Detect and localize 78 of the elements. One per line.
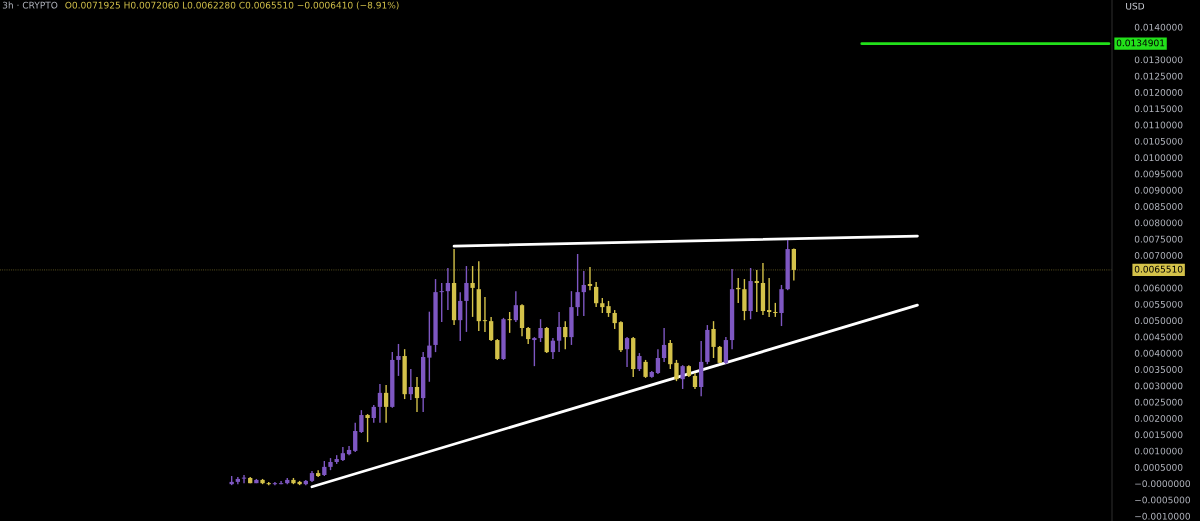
candlestick bbox=[680, 364, 685, 390]
y-tick-label: −0.0005000 bbox=[1135, 496, 1191, 504]
candlestick bbox=[464, 265, 469, 333]
data-label: 0.0134901 bbox=[1116, 39, 1165, 47]
candlestick bbox=[241, 474, 247, 484]
y-tick-label: 0.0125000 bbox=[1134, 72, 1183, 80]
y-tick-label: 0.0020000 bbox=[1134, 415, 1183, 422]
chart-title: 3h · CRYPTO bbox=[2, 1, 58, 9]
candlestick bbox=[754, 269, 759, 313]
candlestick bbox=[383, 384, 389, 424]
candlestick bbox=[563, 320, 568, 350]
candlestick bbox=[408, 368, 413, 401]
y-tick-label: 0.0010000 bbox=[1134, 447, 1183, 455]
candlestick bbox=[612, 309, 617, 330]
candlestick bbox=[723, 336, 729, 365]
candlestick bbox=[519, 303, 525, 337]
y-tick-label: 0.0025000 bbox=[1134, 398, 1183, 406]
y-tick-label: 0.0080000 bbox=[1134, 219, 1183, 227]
candlestick bbox=[513, 290, 519, 323]
candlestick bbox=[581, 270, 586, 317]
candlestick bbox=[353, 422, 358, 453]
y-tick-label: 0.0105000 bbox=[1134, 137, 1183, 145]
candlestick bbox=[587, 266, 593, 291]
candlestick bbox=[624, 336, 630, 368]
y-tick-label: 0.0130000 bbox=[1134, 56, 1183, 64]
y-tick-label: 0.0035000 bbox=[1134, 366, 1183, 373]
candlestick bbox=[711, 320, 716, 359]
candlestick bbox=[414, 376, 420, 413]
candlestick bbox=[377, 383, 383, 424]
candlestick bbox=[532, 336, 537, 367]
candlestick bbox=[742, 278, 747, 321]
y-tick-label: 0.0120000 bbox=[1134, 89, 1183, 96]
y-tick-label: 0.0095000 bbox=[1134, 170, 1183, 178]
chart-subtitle: O0.0071925 H0.0072060 L0.0062280 C0.0065510 −0.0006410 (−8.91%) bbox=[65, 1, 399, 10]
candlestick bbox=[791, 247, 797, 282]
candlestick bbox=[470, 265, 475, 318]
candlestick bbox=[458, 291, 463, 342]
candlestick bbox=[427, 310, 432, 383]
candlestick bbox=[538, 318, 543, 343]
candlestick bbox=[674, 359, 679, 382]
y-tick-label: 0.0110000 bbox=[1134, 121, 1183, 129]
y-tick-label: 0.0085000 bbox=[1134, 203, 1183, 210]
y-tick-label: 0.0055000 bbox=[1134, 300, 1183, 308]
candlestick bbox=[668, 339, 673, 370]
candlestick bbox=[556, 311, 562, 353]
y-tick-label: −0.0000000 bbox=[1135, 480, 1191, 488]
y-tick-label: 0.0075000 bbox=[1134, 235, 1183, 243]
candlestick bbox=[488, 316, 494, 342]
y-tick-label: 0.0100000 bbox=[1134, 154, 1183, 162]
y-tick-label: 0.0030000 bbox=[1134, 382, 1183, 390]
candlestick bbox=[396, 343, 401, 377]
candlestick bbox=[359, 409, 364, 434]
y-tick-label: 0.0005000 bbox=[1134, 463, 1183, 471]
y-axis-title: USD bbox=[1126, 2, 1145, 10]
candlestick bbox=[550, 337, 556, 360]
ref-line-label: 0.0065510 bbox=[1134, 265, 1183, 273]
candlestick bbox=[779, 284, 784, 327]
candlestick bbox=[661, 327, 667, 363]
y-tick-label: 0.0140000 bbox=[1134, 23, 1183, 31]
candlestick bbox=[575, 253, 580, 317]
candlestick bbox=[445, 267, 451, 311]
candlestick bbox=[655, 348, 661, 375]
y-tick-label: 0.0015000 bbox=[1134, 431, 1183, 439]
candlestick bbox=[439, 282, 444, 323]
candlestick bbox=[766, 277, 772, 318]
candlestick bbox=[507, 311, 512, 334]
y-tick-label: −0.0010000 bbox=[1135, 512, 1191, 520]
candlestick bbox=[482, 296, 488, 333]
y-tick-label: 0.0070000 bbox=[1134, 252, 1183, 259]
y-tick-label: 0.0040000 bbox=[1134, 349, 1183, 357]
y-tick-label: 0.0050000 bbox=[1134, 317, 1183, 325]
candlestick bbox=[495, 338, 500, 361]
y-tick-label: 0.0090000 bbox=[1134, 186, 1183, 194]
y-tick-label: 0.0060000 bbox=[1134, 284, 1183, 292]
candlestick bbox=[365, 413, 370, 443]
y-tick-label: 0.0045000 bbox=[1134, 333, 1183, 341]
y-tick-label: 0.0115000 bbox=[1134, 105, 1183, 113]
candlestick bbox=[593, 281, 599, 308]
